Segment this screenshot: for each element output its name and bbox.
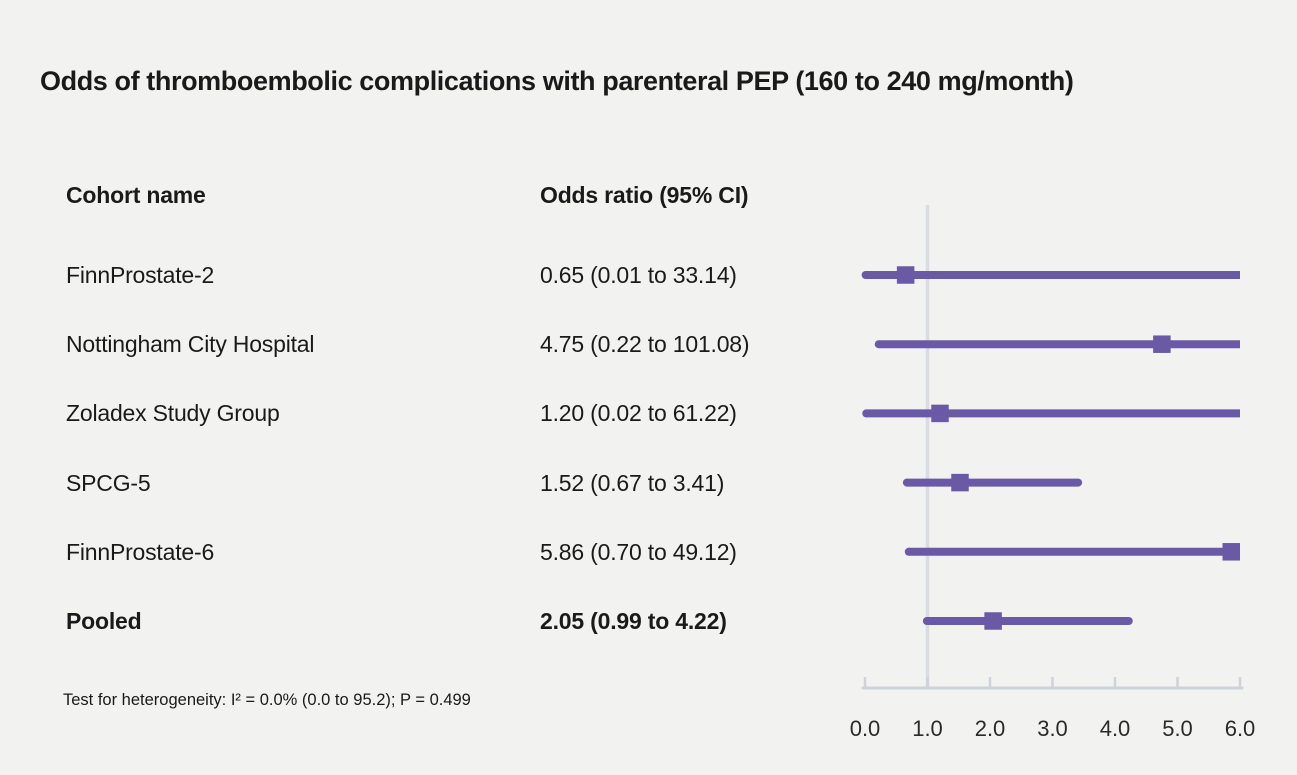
cohort-name: SPCG-5 [66, 469, 151, 496]
axis-tick-label: 5.0 [1162, 716, 1193, 741]
ci-cap-left [862, 409, 871, 418]
ci-cap-right [1124, 617, 1133, 625]
point-estimate-marker [896, 266, 915, 284]
point-estimate-marker [931, 404, 949, 423]
heterogeneity-footnote: Test for heterogeneity: I² = 0.0% (0.0 t… [63, 691, 471, 709]
odds-ratio-value: 5.86 (0.70 to 49.12) [540, 538, 737, 565]
column-header-cohort: Cohort name [66, 182, 206, 208]
forest-plot-area: 0.0 1.0 2.0 3.0 4.0 5.0 6.0 [850, 205, 1256, 741]
ci-cap-left [874, 340, 883, 349]
ci-cap-left [902, 478, 911, 487]
cohort-name: FinnProstate-6 [66, 538, 215, 565]
odds-ratio-value: 2.05 (0.99 to 4.22) [540, 608, 727, 634]
ci-cap-right [1074, 478, 1083, 487]
ci-cap-left [922, 617, 931, 625]
odds-ratio-value: 1.20 (0.02 to 61.22) [540, 400, 737, 427]
axis-tick-label: 2.0 [975, 716, 1006, 741]
axis-tick-label: 6.0 [1225, 716, 1256, 741]
ci-cap-left [904, 547, 913, 556]
cohort-name: Pooled [66, 608, 142, 634]
axis-tick-label: 0.0 [850, 716, 881, 741]
ci-cap-left [861, 271, 870, 279]
odds-ratio-value: 0.65 (0.01 to 33.14) [540, 262, 737, 288]
odds-ratio-value: 1.52 (0.67 to 3.41) [540, 469, 725, 496]
figure-title: Odds of thromboembolic complications wit… [40, 66, 1074, 96]
cohort-name: Nottingham City Hospital [66, 331, 315, 358]
axis-tick-label: 3.0 [1037, 716, 1068, 741]
point-estimate-marker [951, 473, 969, 492]
point-estimate-marker [1153, 335, 1171, 353]
point-estimate-marker [1222, 543, 1240, 561]
column-header-odds-ratio: Odds ratio (95% CI) [540, 182, 749, 208]
cohort-name: FinnProstate-2 [66, 262, 215, 288]
cohort-name: Zoladex Study Group [66, 400, 280, 427]
pooled-estimate-marker [984, 612, 1002, 630]
odds-ratio-value: 4.75 (0.22 to 101.08) [540, 331, 750, 358]
axis-tick-label: 1.0 [912, 716, 943, 741]
axis-tick-label: 4.0 [1100, 716, 1131, 741]
